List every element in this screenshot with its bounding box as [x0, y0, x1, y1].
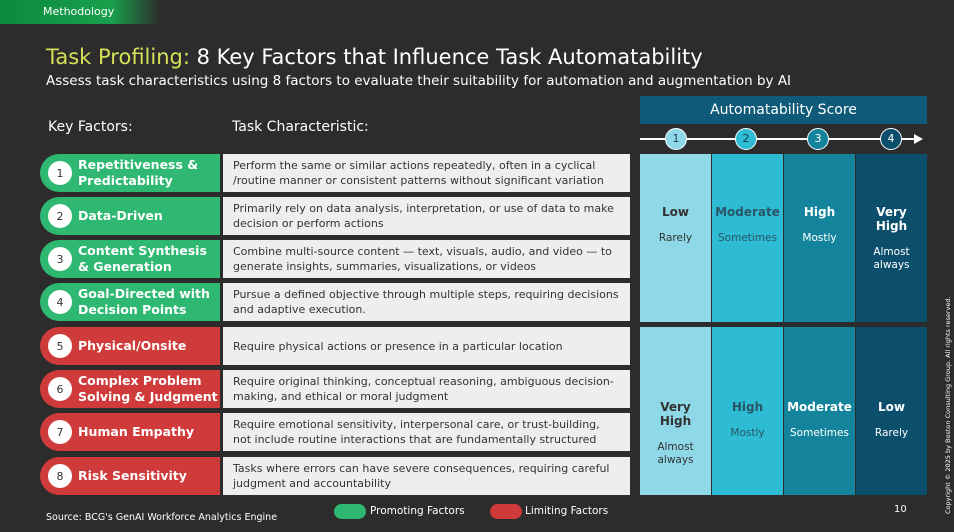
factor-pill: 2 Data-Driven — [40, 197, 220, 235]
factor-number: 6 — [48, 377, 72, 401]
factor-description: Primarily rely on data analysis, interpr… — [223, 197, 630, 235]
factor-row: 4 Goal-Directed with Decision Points Pur… — [40, 283, 630, 321]
factor-description-text: Combine multi-source content — text, vis… — [233, 245, 612, 273]
factor-description-text: Require original thinking, conceptual re… — [233, 375, 614, 403]
key-factors-heading: Key Factors: — [48, 119, 133, 135]
factor-label: Content Synthesis & Generation — [78, 243, 207, 274]
score-frequency: Rarely — [874, 427, 909, 439]
factor-description: Pursue a defined objective through multi… — [223, 283, 630, 321]
factor-description-text: Pursue a defined objective through multi… — [233, 288, 619, 316]
score-frequency: Sometimes — [790, 427, 849, 439]
factor-description: Require emotional sensitivity, interpers… — [223, 413, 630, 451]
score-cell: Low Rarely — [856, 327, 927, 495]
factor-row: 6 Complex Problem Solving & Judgment Req… — [40, 370, 630, 408]
factor-label: Human Empathy — [78, 424, 195, 439]
factor-pill: 7 Human Empathy — [40, 413, 220, 451]
factor-description-text: Require physical actions or presence in … — [233, 339, 563, 353]
score-frequency: Mostly — [730, 427, 765, 439]
scale-marker: 3 — [807, 128, 829, 150]
factor-pill: 3 Content Synthesis & Generation — [40, 240, 220, 278]
score-level: Very High — [875, 205, 908, 233]
factor-label: Data-Driven — [78, 208, 163, 223]
factor-label: Complex Problem Solving & Judgment — [78, 373, 218, 404]
page-subtitle: Assess task characteristics using 8 fact… — [46, 73, 792, 89]
factor-pill: 8 Risk Sensitivity — [40, 457, 220, 495]
factor-description-text: Perform the same or similar actions repe… — [233, 159, 604, 187]
factor-row: 1 Repetitiveness & Predictability Perfor… — [40, 154, 630, 192]
score-cell: High Mostly — [784, 154, 855, 322]
source-note: Source: BCG's GenAI Workforce Analytics … — [46, 512, 278, 523]
factor-pill: 6 Complex Problem Solving & Judgment — [40, 370, 220, 408]
score-level: Very High — [659, 400, 692, 428]
factor-description: Combine multi-source content — text, vis… — [223, 240, 630, 278]
factor-pill: 5 Physical/Onsite — [40, 327, 220, 365]
legend-swatch-limiting — [490, 504, 522, 519]
factor-description-text: Primarily rely on data analysis, interpr… — [233, 202, 614, 230]
task-characteristic-heading: Task Characteristic: — [232, 119, 369, 135]
factor-row: 2 Data-Driven Primarily rely on data ana… — [40, 197, 630, 235]
factor-description: Require original thinking, conceptual re… — [223, 370, 630, 408]
legend-label-limiting: Limiting Factors — [525, 505, 609, 517]
factor-row: 7 Human Empathy Require emotional sensit… — [40, 413, 630, 451]
factor-row: 5 Physical/Onsite Require physical actio… — [40, 327, 630, 365]
section-tab: Methodology — [0, 0, 160, 24]
factor-number: 4 — [48, 290, 72, 314]
factor-description-text: Require emotional sensitivity, interpers… — [233, 418, 600, 446]
scale-marker: 1 — [665, 128, 687, 150]
factor-number: 5 — [48, 334, 72, 358]
factor-number: 3 — [48, 247, 72, 271]
factor-label: Goal-Directed with Decision Points — [78, 286, 210, 317]
factor-description: Tasks where errors can have severe conse… — [223, 457, 630, 495]
arrow-right-icon — [914, 134, 923, 144]
score-level: Moderate — [787, 400, 852, 414]
factor-row: 8 Risk Sensitivity Tasks where errors ca… — [40, 457, 630, 495]
legend-label-promoting: Promoting Factors — [370, 505, 465, 517]
factor-description: Require physical actions or presence in … — [223, 327, 630, 365]
score-cell: Very High Almost always — [640, 327, 711, 495]
score-frequency: Almost always — [657, 441, 694, 466]
score-cell: Moderate Sometimes — [784, 327, 855, 495]
score-frequency: Mostly — [802, 232, 837, 244]
score-cell: Moderate Sometimes — [712, 154, 783, 322]
factor-label: Physical/Onsite — [78, 338, 187, 353]
legend-swatch-promoting — [334, 504, 366, 519]
score-cell: Very High Almost always — [856, 154, 927, 322]
score-frequency: Rarely — [658, 232, 693, 244]
scale-marker: 4 — [880, 128, 902, 150]
factor-number: 2 — [48, 204, 72, 228]
score-level: High — [803, 205, 836, 219]
scale-line — [640, 138, 918, 140]
scale-marker: 2 — [735, 128, 757, 150]
score-level: Low — [662, 205, 689, 219]
title-accent: Task Profiling: — [46, 45, 190, 69]
score-cell: Low Rarely — [640, 154, 711, 322]
score-frequency: Sometimes — [718, 232, 777, 244]
copyright-note: Copyright © 2025 by Boston Consulting Gr… — [944, 296, 952, 514]
title-rest: 8 Key Factors that Influence Task Automa… — [189, 45, 703, 69]
factor-description: Perform the same or similar actions repe… — [223, 154, 630, 192]
factor-label: Repetitiveness & Predictability — [78, 157, 199, 188]
factor-number: 7 — [48, 420, 72, 444]
score-level: High — [731, 400, 764, 414]
score-cell: High Mostly — [712, 327, 783, 495]
factor-pill: 4 Goal-Directed with Decision Points — [40, 283, 220, 321]
page-title: Task Profiling: 8 Key Factors that Influ… — [46, 45, 703, 69]
factor-row: 3 Content Synthesis & Generation Combine… — [40, 240, 630, 278]
factor-number: 1 — [48, 161, 72, 185]
automatability-score-header: Automatability Score — [640, 96, 927, 124]
factor-pill: 1 Repetitiveness & Predictability — [40, 154, 220, 192]
factor-label: Risk Sensitivity — [78, 468, 187, 483]
score-level: Moderate — [715, 205, 780, 219]
factor-description-text: Tasks where errors can have severe conse… — [233, 462, 610, 490]
factor-number: 8 — [48, 464, 72, 488]
page-number: 10 — [894, 504, 907, 515]
score-frequency: Almost always — [873, 246, 910, 271]
score-level: Low — [878, 400, 905, 414]
